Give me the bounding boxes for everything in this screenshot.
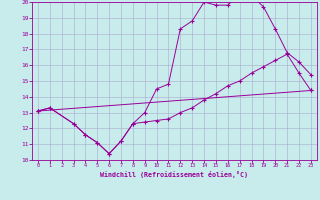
X-axis label: Windchill (Refroidissement éolien,°C): Windchill (Refroidissement éolien,°C) <box>100 171 248 178</box>
